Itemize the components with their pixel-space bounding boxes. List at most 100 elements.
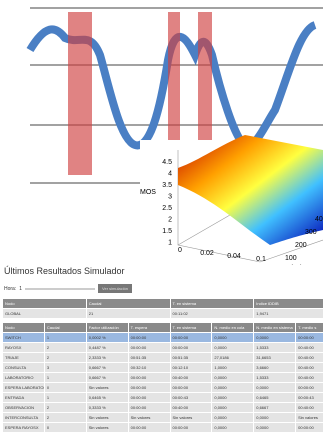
table-cell: 00:40:00 <box>295 402 323 413</box>
table-cell: 00:00:00 <box>169 332 213 343</box>
table-cell: 3 <box>43 362 87 373</box>
hour-control: Hora: 1 Ver simulación <box>4 284 133 293</box>
table-cell: 00:00:00 <box>127 392 171 403</box>
y-tick-label: 200 <box>295 242 307 249</box>
table-row[interactable]: RAYOSX 2 0,4487 % 00:00:00 00:00:00 0,0000 1,5… <box>2 342 323 353</box>
table-cell: 0,6667 % <box>85 362 129 373</box>
column-header: Factor utilización <box>85 322 129 333</box>
view-button[interactable]: Ver simulación <box>98 284 133 293</box>
table-cell: 1 <box>43 332 87 343</box>
table-row[interactable]: SWITCH 1 0,0002 % 00:00:00 00:00:00 0,0000 0,0… <box>2 332 323 343</box>
column-header: T. en sistema <box>169 322 213 333</box>
table-cell: 00:00:00 <box>127 422 171 433</box>
table-cell: 0,0000 <box>211 412 255 423</box>
table-cell: 1,5333 <box>253 372 297 383</box>
column-header: Nodo <box>2 322 45 333</box>
table-row[interactable]: INTERCONSULTA 2 Sin valores Sin valores Sin … <box>2 412 323 423</box>
table-cell: 0,0000 <box>211 342 255 353</box>
table-cell: INTERCONSULTA <box>2 412 45 423</box>
table-cell: GLOBAL <box>2 308 87 319</box>
table-cell: 0,0000 <box>211 402 255 413</box>
table-cell: 31,6653 <box>253 352 297 363</box>
table-cell: Sin valores <box>85 382 129 393</box>
table-cell: 0,6465 <box>253 392 297 403</box>
table-cell: 0,0000 <box>253 332 297 343</box>
table-cell: Sin valores <box>85 422 129 433</box>
x-tick-label: 0 <box>178 247 182 254</box>
z-axis-label: MOS <box>140 189 156 196</box>
x-tick-label: 0.1 <box>256 256 266 263</box>
table-cell: Sin valores <box>295 412 323 423</box>
column-header: Nodo <box>2 298 87 309</box>
table-cell: 0,4487 % <box>85 342 129 353</box>
table-row[interactable]: ESPERA RAYOSX 0 Sin valores 00:00:00 00:00:0… <box>2 422 323 433</box>
column-header: N. medio en cola <box>211 322 255 333</box>
table-cell: 0,6667 <box>253 402 297 413</box>
hour-label: Hora: <box>4 285 17 292</box>
table-row[interactable]: CONSULTA 3 0,6667 % 00:32:10 00:12:10 1,0000 3… <box>2 362 323 373</box>
table-cell: 2 <box>43 402 87 413</box>
table-cell: 00:00:00 <box>169 382 213 393</box>
table-row[interactable]: ENTRADA 1 0,6465 % 00:00:00 00:00:43 0,0000 0,… <box>2 392 323 403</box>
table-cell: 00:11:02 <box>169 308 255 319</box>
z-tick-label: 1 <box>168 239 172 246</box>
table-cell: 2,3333 % <box>85 352 129 363</box>
z-tick-label: 4 <box>168 170 172 177</box>
table-cell: OBSERVACION <box>2 402 45 413</box>
table-cell: 00:00:00 <box>127 332 171 343</box>
table-cell: 0,0000 <box>253 422 297 433</box>
z-tick-label: 2 <box>168 216 172 223</box>
slider[interactable] <box>25 287 96 290</box>
x-tick-label: 0.04 <box>227 253 241 260</box>
table-cell: 2 <box>43 412 87 423</box>
table-cell: LABORATORIO <box>2 372 45 383</box>
table-cell: 0,0002 % <box>85 332 129 343</box>
column-header: T. medio s <box>295 322 323 333</box>
table-row[interactable]: LABORATORIO 1 0,6667 % 00:00:00 00:40:00 0,00… <box>2 372 323 383</box>
table-row[interactable]: GLOBAL 21 00:11:02 1,9471 <box>2 308 323 319</box>
column-header: T. en sistema <box>169 298 255 309</box>
table-cell: ESPERA LABORATORIO <box>2 382 45 393</box>
table-cell: 00:00:00 <box>295 382 323 393</box>
table-cell: 0,0000 <box>211 382 255 393</box>
table-cell: 0,0000 <box>211 422 255 433</box>
table-cell: 0,6667 % <box>85 372 129 383</box>
table-cell: 00:40:00 <box>169 402 213 413</box>
table-cell: 1,5333 <box>253 342 297 353</box>
table-cell: 0 <box>43 382 87 393</box>
table-cell: 1,9471 <box>253 308 323 319</box>
table-cell: TRIAJE <box>2 352 45 363</box>
table-cell: 00:51:35 <box>169 352 213 363</box>
column-header: Indice IDDIB <box>253 298 323 309</box>
table-cell: 2 <box>43 352 87 363</box>
surface <box>178 135 323 245</box>
table-row[interactable]: OBSERVACION 2 0,3333 % 00:00:00 00:40:00 0,00… <box>2 402 323 413</box>
x-tick-label: 0.02 <box>200 250 214 257</box>
table-row[interactable]: ESPERA LABORATORIO0Sin valores00:00:0000… <box>2 382 323 393</box>
table-cell: CONSULTA <box>2 362 45 373</box>
table-cell: 00:00:00 <box>127 372 171 383</box>
table-cell: 00:00:00 <box>295 422 323 433</box>
table-cell: 00:00:00 <box>127 382 171 393</box>
table-cell: 00:51:35 <box>127 352 171 363</box>
table-cell: RAYOSX <box>2 342 45 353</box>
table-cell: 1,0000 <box>211 362 255 373</box>
summary-table: Nodo Caudal T. en sistema Indice IDDIB GLOBA… <box>2 298 323 319</box>
table-cell: 00:40:00 <box>295 372 323 383</box>
table-cell: 00:00:43 <box>169 392 213 403</box>
table-cell: 00:40:00 <box>295 352 323 363</box>
table-cell: 0,6465 % <box>85 392 129 403</box>
table-cell: 1 <box>43 392 87 403</box>
table-cell: 0,0000 <box>211 392 255 403</box>
table-cell: 3,6660 <box>253 362 297 373</box>
table-cell: ESPERA RAYOSX <box>2 422 45 433</box>
results-title: Últimos Resultados Simulador <box>4 266 125 276</box>
y-tick-label: 400 <box>315 216 323 223</box>
z-tick-label: 3.5 <box>162 182 172 189</box>
column-header: N. medio en sistema <box>253 322 297 333</box>
table-row[interactable]: TRIAJE 2 2,3333 % 00:51:35 00:51:35 27,0186 31… <box>2 352 323 363</box>
z-tick-label: 3 <box>168 193 172 200</box>
table-cell: 0,0000 <box>211 372 255 383</box>
